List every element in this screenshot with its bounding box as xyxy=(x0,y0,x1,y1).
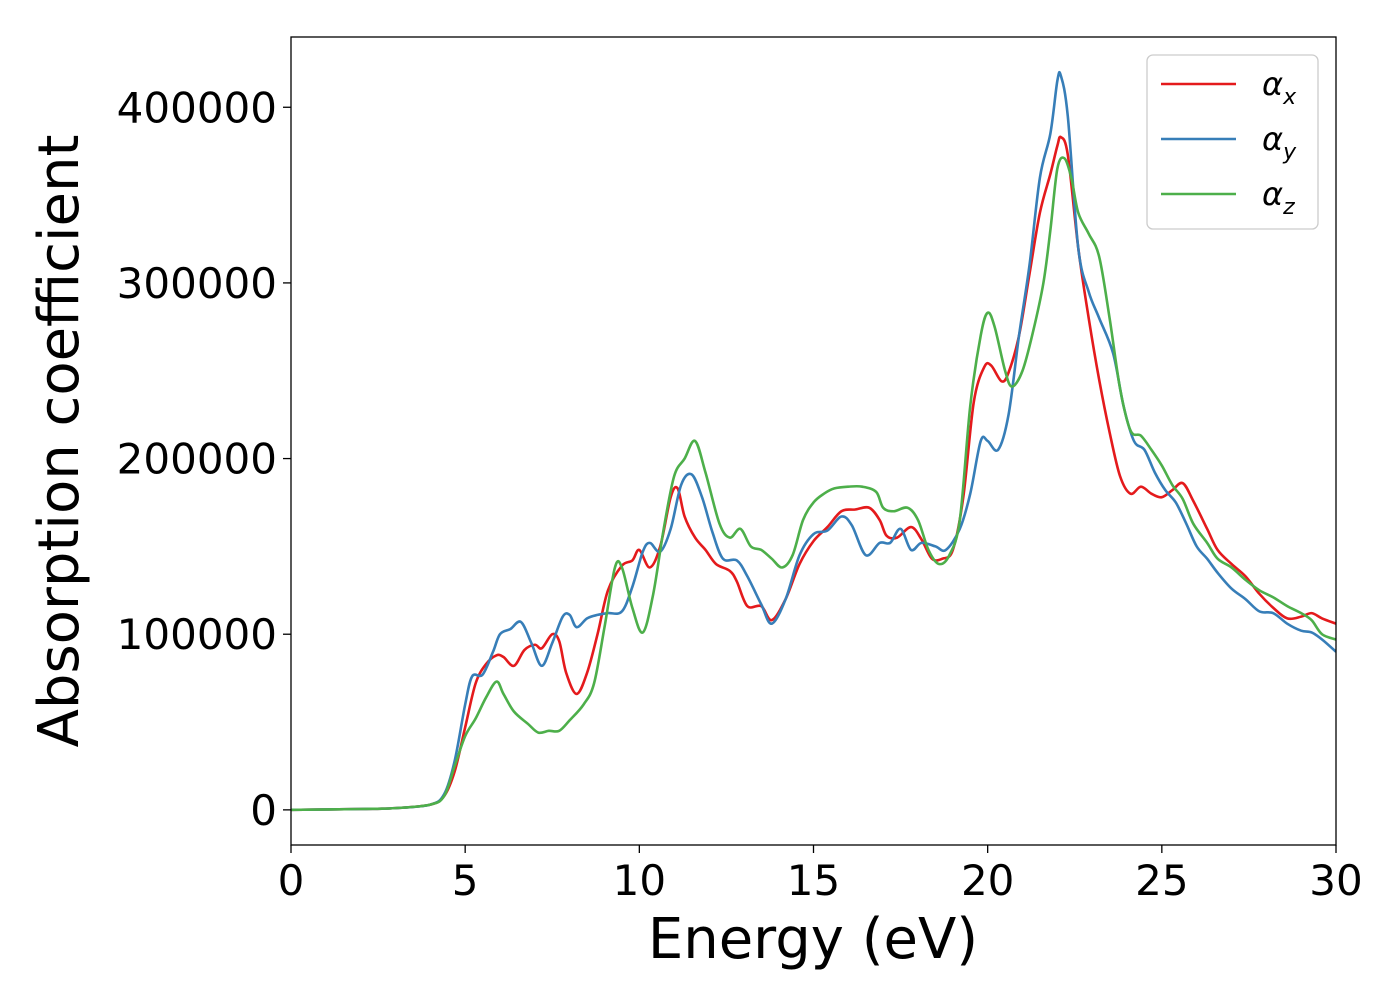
x-tick-label: 30 xyxy=(1309,856,1362,905)
series-layer xyxy=(291,70,1336,812)
x-tick-label: 15 xyxy=(787,856,840,905)
legend-label-x: αx xyxy=(1262,65,1297,110)
x-axis-ticks: 0 5 10 15 20 25 30 xyxy=(278,845,1363,905)
legend-label-y: αy xyxy=(1262,120,1297,165)
y-tick-label: 300000 xyxy=(117,259,277,308)
legend-label-z: αz xyxy=(1262,175,1295,220)
x-tick-label: 20 xyxy=(961,856,1014,905)
series-line-x xyxy=(291,135,1336,812)
y-axis-ticks: 0 100000 200000 300000 400000 xyxy=(117,83,291,835)
series-line-y xyxy=(291,70,1336,812)
x-tick-label: 0 xyxy=(278,856,305,905)
legend: αx αy αz xyxy=(1146,54,1319,230)
x-tick-label: 5 xyxy=(452,856,479,905)
y-axis-label: Absorption coefficient xyxy=(27,135,92,748)
y-tick-label: 200000 xyxy=(117,435,277,484)
y-tick-label: 0 xyxy=(250,786,277,835)
legend-items: αx αy αz xyxy=(1161,65,1297,220)
x-axis-label: Energy (eV) xyxy=(648,907,978,972)
x-tick-label: 25 xyxy=(1135,856,1188,905)
legend-box xyxy=(1146,54,1319,230)
y-tick-label: 100000 xyxy=(117,610,277,659)
series-line-z xyxy=(291,156,1336,812)
x-tick-label: 10 xyxy=(613,856,666,905)
y-tick-label: 400000 xyxy=(117,83,277,132)
